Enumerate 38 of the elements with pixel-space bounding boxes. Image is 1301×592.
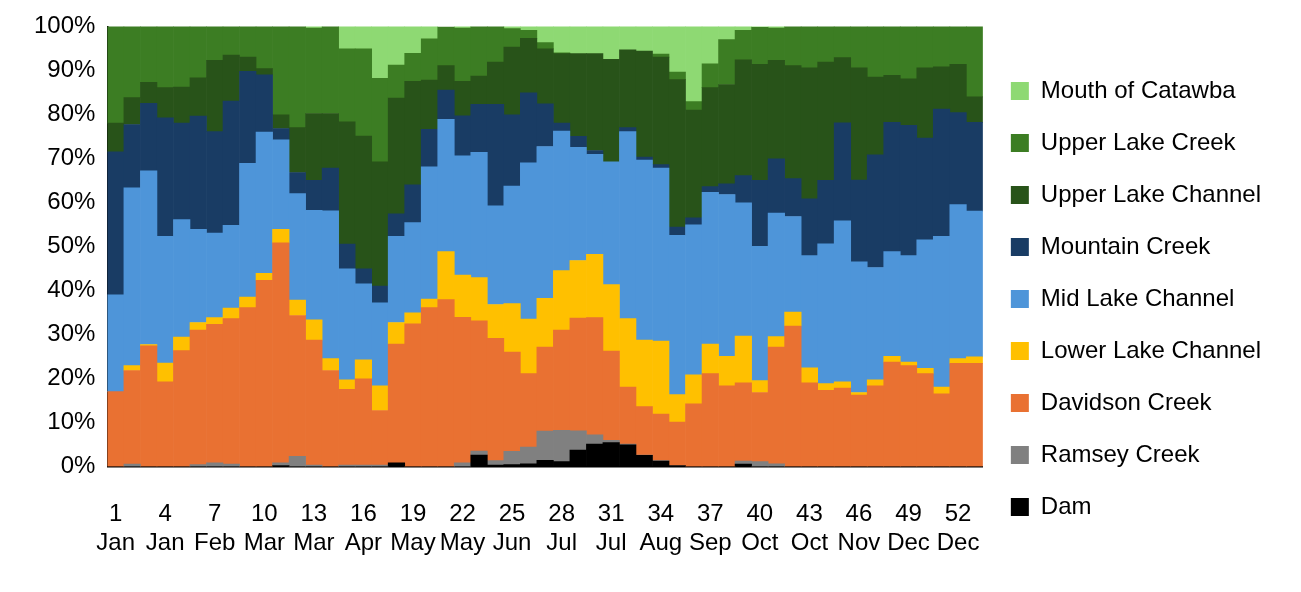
x-tick-label: 46 Nov xyxy=(837,499,881,556)
legend-label: Dam xyxy=(1040,491,1092,519)
y-tick-label: 10% xyxy=(47,407,96,435)
x-tick-label: 31 Jul xyxy=(595,499,627,556)
x-tick-label: 28 Jul xyxy=(546,499,577,556)
x-tick-label: 37 Sep xyxy=(688,499,732,556)
legend-label: Mountain Creek xyxy=(1040,231,1212,259)
x-tick-label: 10 Mar xyxy=(243,499,285,556)
legend-label: Upper Lake Channel xyxy=(1040,179,1262,207)
legend-label: Lower Lake Channel xyxy=(1040,335,1262,363)
y-tick-label: 30% xyxy=(47,319,96,347)
legend-label: Ramsey Creek xyxy=(1040,439,1201,467)
x-tick-label: 43 Oct xyxy=(790,499,829,556)
x-tick-label: 13 Mar xyxy=(293,499,335,556)
x-tick-label: 16 Apr xyxy=(344,499,383,556)
x-tick-label: 25 Jun xyxy=(492,499,532,556)
legend-label: Mid Lake Channel xyxy=(1040,283,1235,311)
y-tick-label: 60% xyxy=(47,187,96,215)
y-tick-label: 90% xyxy=(47,55,96,83)
x-tick-label: 1 Jan xyxy=(96,499,135,556)
x-tick-label: 4 Jan xyxy=(145,499,185,556)
x-tick-label: 52 Dec xyxy=(936,499,980,556)
x-tick-label: 49 Dec xyxy=(887,499,930,556)
y-tick-label: 70% xyxy=(47,143,96,171)
x-tick-label: 7 Feb xyxy=(194,499,236,556)
y-tick-label: 100% xyxy=(33,11,96,39)
y-tick-label: 40% xyxy=(47,275,96,303)
y-tick-label: 20% xyxy=(47,363,96,391)
y-tick-label: 0% xyxy=(60,451,96,479)
x-tick-label: 40 Oct xyxy=(741,499,779,556)
x-tick-label: 19 May xyxy=(390,499,436,556)
x-tick-label: 34 Aug xyxy=(639,499,683,556)
x-tick-label: 22 May xyxy=(439,499,486,556)
legend-label: Davidson Creek xyxy=(1040,387,1213,415)
y-tick-label: 50% xyxy=(47,231,96,259)
y-tick-label: 80% xyxy=(47,99,96,127)
legend-label: Mouth of Catawba xyxy=(1040,75,1237,103)
legend-label: Upper Lake Creek xyxy=(1040,127,1237,155)
